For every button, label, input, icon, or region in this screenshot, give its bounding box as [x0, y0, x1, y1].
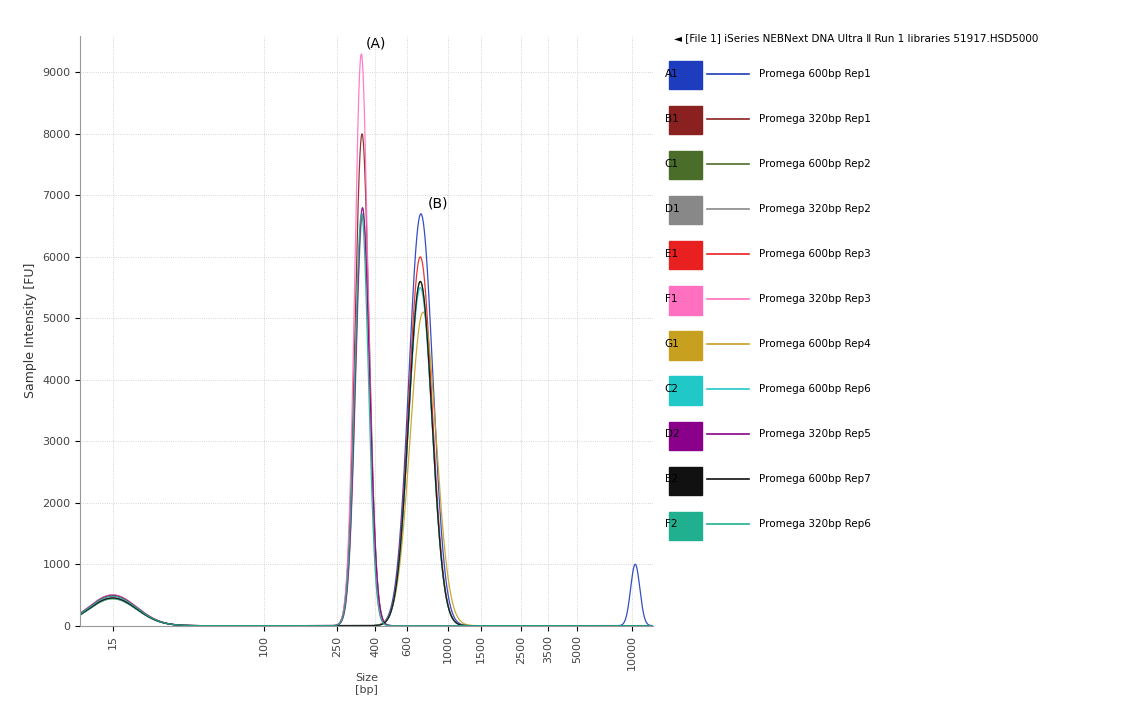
Bar	[669, 196, 702, 225]
Text: Promega 600bp Rep4: Promega 600bp Rep4	[759, 339, 871, 349]
Text: E1: E1	[665, 249, 677, 259]
Bar	[669, 466, 702, 495]
Text: Promega 600bp Rep7: Promega 600bp Rep7	[759, 474, 871, 484]
Text: C2: C2	[665, 384, 678, 394]
Text: F1: F1	[665, 294, 677, 304]
Text: Promega 600bp Rep2: Promega 600bp Rep2	[759, 159, 871, 169]
Bar	[669, 331, 702, 360]
Text: (A): (A)	[366, 37, 386, 51]
Bar	[669, 241, 702, 269]
Bar	[669, 422, 702, 449]
Text: F2: F2	[665, 519, 677, 529]
Bar	[669, 377, 702, 405]
Text: Promega 600bp Rep6: Promega 600bp Rep6	[759, 384, 871, 394]
Text: Promega 600bp Rep1: Promega 600bp Rep1	[759, 69, 871, 79]
Bar	[669, 512, 702, 540]
Text: Promega 320bp Rep5: Promega 320bp Rep5	[759, 429, 871, 439]
Bar	[669, 151, 702, 179]
Bar	[669, 61, 702, 90]
Text: ◄ [File 1] iSeries NEBNext DNA Ultra Ⅱ Run 1 libraries 51917.HSD5000: ◄ [File 1] iSeries NEBNext DNA Ultra Ⅱ R…	[674, 33, 1038, 43]
Text: D1: D1	[665, 204, 680, 214]
Text: Promega 600bp Rep3: Promega 600bp Rep3	[759, 249, 871, 259]
Bar	[669, 106, 702, 134]
Bar	[669, 287, 702, 314]
Text: G1: G1	[665, 339, 680, 349]
Text: E2: E2	[665, 474, 677, 484]
Text: Promega 320bp Rep3: Promega 320bp Rep3	[759, 294, 871, 304]
X-axis label: Size
[bp]: Size [bp]	[355, 673, 378, 695]
Y-axis label: Sample Intensity [FU]: Sample Intensity [FU]	[24, 263, 37, 398]
Text: Promega 320bp Rep1: Promega 320bp Rep1	[759, 114, 871, 124]
Text: Promega 320bp Rep2: Promega 320bp Rep2	[759, 204, 871, 214]
Text: C1: C1	[665, 159, 678, 169]
Text: A1: A1	[665, 69, 678, 79]
Text: (B): (B)	[427, 197, 448, 210]
Text: B1: B1	[665, 114, 678, 124]
Text: Promega 320bp Rep6: Promega 320bp Rep6	[759, 519, 871, 529]
Text: D2: D2	[665, 429, 680, 439]
